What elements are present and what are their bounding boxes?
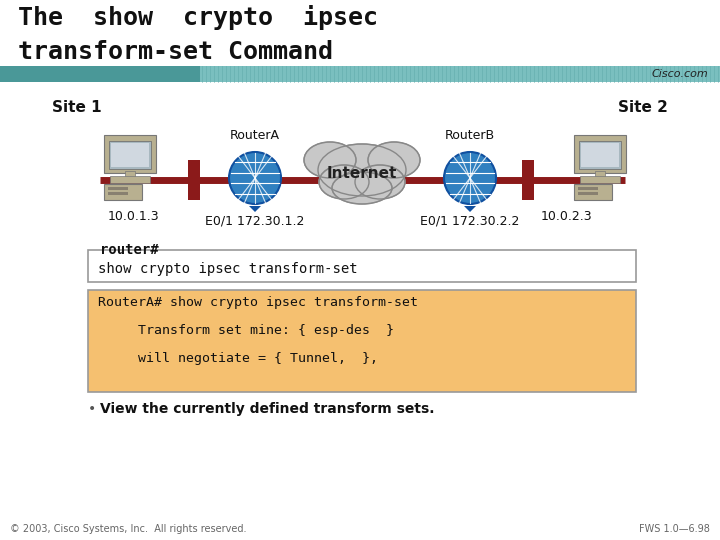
- Text: router#: router#: [100, 243, 158, 257]
- Text: The  show  crypto  ipsec: The show crypto ipsec: [18, 5, 378, 30]
- Ellipse shape: [332, 172, 392, 204]
- Circle shape: [229, 152, 281, 204]
- Text: Internet: Internet: [327, 165, 397, 180]
- Bar: [88, 250, 636, 282]
- Text: E0/1 172.30.2.2: E0/1 172.30.2.2: [420, 214, 520, 227]
- Bar: [580, 176, 620, 183]
- Bar: [581, 143, 619, 167]
- Text: FWS 1.0—6.98: FWS 1.0—6.98: [639, 524, 710, 534]
- Bar: [110, 176, 150, 183]
- Text: RouterB: RouterB: [445, 129, 495, 142]
- Ellipse shape: [319, 165, 369, 199]
- Bar: [188, 160, 200, 200]
- Bar: [578, 192, 598, 195]
- Bar: [522, 160, 534, 200]
- Bar: [104, 135, 156, 173]
- Text: Cisco.com: Cisco.com: [652, 69, 708, 79]
- Text: RouterA# show crypto ipsec transform-set: RouterA# show crypto ipsec transform-set: [98, 296, 418, 309]
- Bar: [88, 290, 636, 392]
- Polygon shape: [464, 206, 476, 212]
- Bar: [108, 187, 128, 190]
- Text: © 2003, Cisco Systems, Inc.  All rights reserved.: © 2003, Cisco Systems, Inc. All rights r…: [10, 524, 246, 534]
- Text: RouterA: RouterA: [230, 129, 280, 142]
- Text: 10.0.2.3: 10.0.2.3: [541, 210, 592, 223]
- Text: Site 2: Site 2: [618, 100, 668, 115]
- Text: 10.0.1.3: 10.0.1.3: [108, 210, 160, 223]
- Text: View the currently defined transform sets.: View the currently defined transform set…: [100, 402, 434, 416]
- Text: transform-set Command: transform-set Command: [18, 40, 333, 64]
- Bar: [0, 66, 200, 82]
- Bar: [200, 66, 720, 82]
- Bar: [574, 184, 612, 200]
- Bar: [574, 135, 626, 173]
- Ellipse shape: [304, 142, 356, 178]
- Text: •: •: [88, 402, 96, 416]
- Ellipse shape: [368, 142, 420, 178]
- Bar: [578, 187, 598, 190]
- Polygon shape: [249, 206, 261, 212]
- Text: E0/1 172.30.1.2: E0/1 172.30.1.2: [205, 214, 305, 227]
- Ellipse shape: [355, 165, 405, 199]
- Bar: [111, 143, 149, 167]
- Circle shape: [444, 152, 496, 204]
- Bar: [595, 171, 605, 177]
- Bar: [108, 192, 128, 195]
- Text: Site 1: Site 1: [52, 100, 102, 115]
- Text: will negotiate = { Tunnel,  },: will negotiate = { Tunnel, },: [98, 352, 378, 365]
- Ellipse shape: [318, 144, 406, 196]
- Text: Transform set mine: { esp-des  }: Transform set mine: { esp-des }: [98, 324, 394, 337]
- Text: show crypto ipsec transform-set: show crypto ipsec transform-set: [98, 262, 358, 276]
- Bar: [109, 141, 151, 169]
- Bar: [579, 141, 621, 169]
- Bar: [125, 171, 135, 177]
- Bar: [104, 184, 142, 200]
